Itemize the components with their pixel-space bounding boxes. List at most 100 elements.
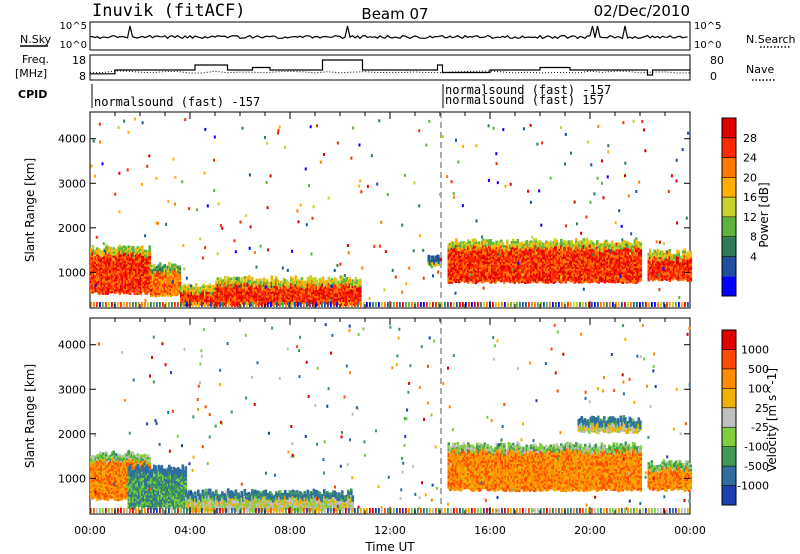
data-cell	[500, 249, 503, 253]
data-cell	[344, 297, 347, 300]
data-cell	[165, 271, 168, 275]
data-cell	[449, 263, 452, 266]
data-cell	[135, 264, 138, 267]
data-cell	[470, 264, 473, 268]
data-cell	[118, 256, 122, 260]
data-cell	[208, 289, 212, 292]
data-cell	[455, 242, 458, 245]
data-cell	[127, 261, 131, 265]
data-cell	[160, 278, 164, 281]
data-cell	[327, 280, 331, 284]
data-cell	[318, 298, 322, 301]
data-cell	[103, 279, 107, 283]
data-cell	[144, 267, 147, 271]
data-cell	[483, 262, 487, 265]
data-cell	[109, 284, 113, 288]
data-cell	[476, 276, 479, 279]
data-cell	[498, 276, 502, 280]
data-cell	[94, 267, 98, 271]
data-cell	[485, 253, 488, 256]
data-cell	[236, 290, 239, 294]
data-cell	[293, 290, 296, 294]
data-cell	[187, 295, 191, 299]
data-cell	[495, 276, 499, 280]
data-cell	[305, 289, 308, 292]
data-cell	[357, 292, 361, 296]
data-cell	[139, 268, 143, 272]
data-cell	[323, 297, 326, 300]
data-cell	[139, 272, 143, 276]
data-cell	[133, 284, 137, 288]
data-cell	[102, 258, 105, 261]
data-cell	[335, 288, 338, 291]
data-cell	[239, 292, 242, 296]
data-cell	[196, 292, 200, 296]
data-cell	[470, 248, 473, 252]
data-cell	[154, 294, 158, 298]
data-cell	[513, 279, 517, 282]
data-cell	[148, 247, 152, 250]
data-cell	[519, 275, 523, 279]
data-cell	[230, 293, 233, 297]
data-cell	[260, 294, 263, 298]
data-cell	[243, 278, 247, 281]
data-cell	[488, 279, 491, 283]
data-cell	[222, 281, 226, 284]
data-cell	[216, 287, 220, 290]
freq-unit-label: [MHz]	[15, 67, 47, 80]
data-cell	[306, 291, 310, 294]
data-cell	[105, 278, 108, 281]
data-cell	[193, 294, 197, 298]
data-cell	[157, 272, 161, 275]
data-cell	[202, 299, 206, 302]
data-cell	[234, 287, 238, 291]
data-cell	[157, 290, 161, 293]
data-cell	[461, 254, 464, 258]
data-cell	[278, 287, 281, 290]
data-cell	[183, 291, 186, 295]
data-cell	[350, 292, 353, 296]
data-cell	[118, 262, 122, 266]
data-cell	[504, 279, 508, 282]
data-cell	[263, 285, 266, 289]
data-cell	[447, 265, 451, 268]
data-cell	[178, 285, 182, 288]
data-cell	[513, 243, 517, 246]
data-cell	[516, 251, 520, 254]
data-cell	[106, 252, 110, 255]
data-cell	[144, 279, 147, 283]
data-cell	[509, 278, 512, 282]
data-cell	[335, 294, 338, 297]
data-cell	[480, 266, 484, 270]
data-cell	[488, 265, 491, 269]
data-cell	[464, 254, 467, 257]
data-cell	[488, 247, 491, 251]
data-cell	[348, 287, 352, 290]
data-cell	[97, 254, 101, 257]
data-cell	[174, 281, 177, 285]
data-cell	[305, 281, 308, 284]
data-cell	[123, 265, 126, 269]
data-cell	[202, 291, 206, 294]
data-cell	[132, 252, 135, 255]
data-cell	[330, 290, 334, 293]
data-cell	[168, 265, 171, 269]
data-cell	[281, 290, 284, 294]
data-cell	[124, 252, 128, 255]
data-cell	[354, 277, 358, 280]
data-cell	[138, 256, 141, 259]
data-cell	[488, 243, 491, 247]
data-cell	[117, 258, 120, 261]
data-cell	[330, 282, 334, 285]
data-cell	[225, 292, 229, 296]
data-cell	[102, 278, 105, 281]
data-cell	[124, 282, 128, 285]
data-cell	[524, 257, 527, 260]
data-cell	[306, 287, 310, 290]
data-cell	[519, 253, 523, 257]
data-cell	[524, 269, 527, 272]
data-cell	[112, 255, 116, 258]
data-cell	[324, 296, 328, 299]
data-cell	[154, 292, 158, 296]
data-cell	[153, 282, 156, 285]
